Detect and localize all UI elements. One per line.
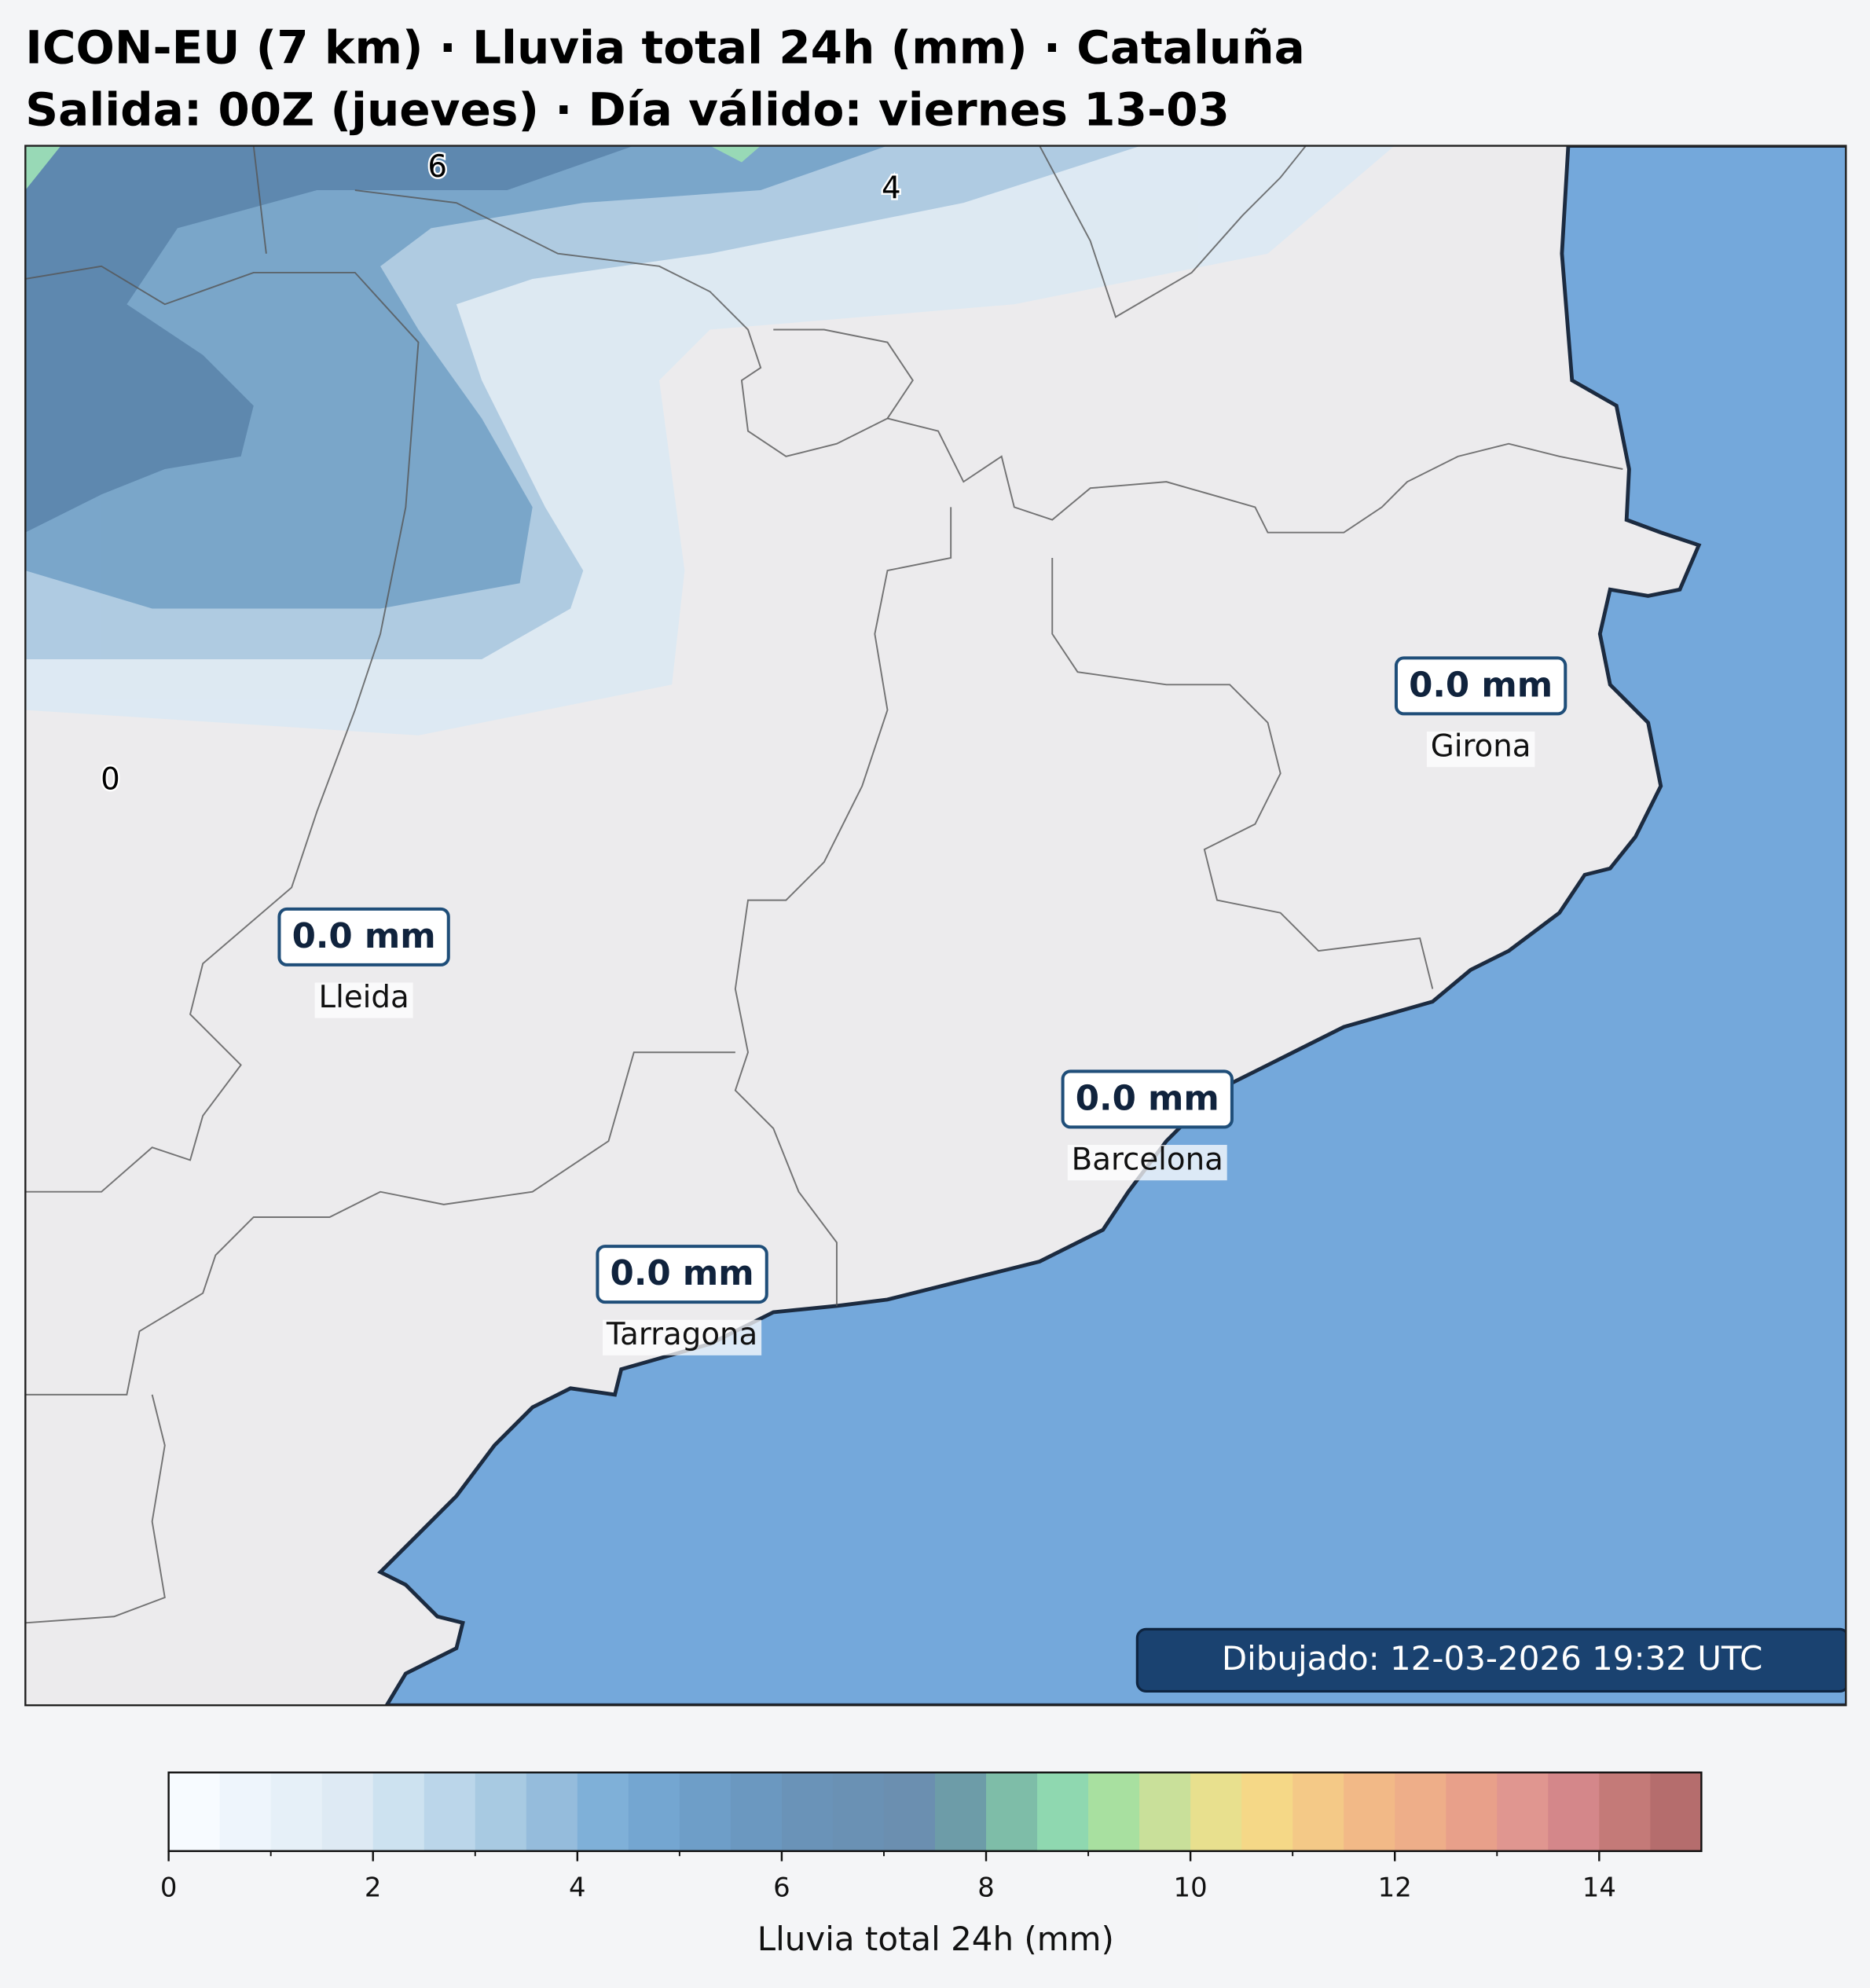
colorbar-segment (577, 1772, 629, 1851)
colorbar-tick-label: 2 (365, 1872, 382, 1903)
colorbar-segment (1037, 1772, 1089, 1851)
precip-field (25, 145, 1395, 735)
name-box (1426, 732, 1535, 768)
colorbar: 0 2 4 6 8 10 12 14 (160, 1771, 1703, 1903)
colorbar-tick-label: 0 (160, 1872, 178, 1903)
title: ICON-EU (7 km) · Lluvia total 24h (mm) ·… (25, 21, 1304, 75)
value-box (277, 907, 450, 966)
colorbar-segment (1241, 1772, 1293, 1851)
timestamp-box (1135, 1627, 1846, 1693)
sea (376, 145, 1846, 1706)
value-box (1061, 1069, 1234, 1129)
colorbar-segment (1446, 1772, 1498, 1851)
contour-label: 4 (882, 171, 901, 207)
colorbar-segment (321, 1772, 374, 1851)
map-frame (24, 145, 1847, 1707)
colorbar-tick-label: 4 (569, 1872, 586, 1903)
colorbar-segment (1190, 1772, 1242, 1851)
colorbar-segment (1599, 1772, 1652, 1851)
name-box (603, 1319, 762, 1355)
city-name: Girona (1431, 728, 1531, 764)
colorbar-segment (1548, 1772, 1600, 1851)
colorbar-segment (1344, 1772, 1396, 1851)
value-box (1394, 656, 1568, 716)
city-value: 0.0 mm (610, 1254, 754, 1293)
colorbar-tick-label: 10 (1174, 1872, 1208, 1903)
colorbar-segment (219, 1772, 272, 1851)
city-name: Barcelona (1072, 1142, 1223, 1177)
colorbar-segment (1292, 1772, 1345, 1851)
city-name: Tarragona (606, 1317, 757, 1352)
colorbar-tick-label: 14 (1582, 1872, 1616, 1903)
colorbar-frame (167, 1771, 1703, 1852)
contour-label: 0 (101, 761, 120, 797)
city-value: 0.0 mm (1409, 666, 1553, 706)
timestamp: Dibujado: 12-03-2026 19:32 UTC (1222, 1639, 1763, 1678)
colorbar-segment (883, 1772, 936, 1851)
colorbar-segment (986, 1772, 1038, 1851)
colorbar-segment (1088, 1772, 1140, 1851)
city-name: Lleida (318, 980, 409, 1015)
contour-label: 6 (427, 149, 447, 185)
name-box (1067, 1145, 1227, 1181)
colorbar-label: Lluvia total 24h (mm) (757, 1920, 1114, 1958)
borders (25, 145, 1623, 1624)
colorbar-tick-label: 6 (773, 1872, 790, 1903)
colorbar-segment (168, 1772, 221, 1851)
colorbar-segment (628, 1772, 680, 1851)
colorbar-segment (935, 1772, 987, 1851)
colorbar-segment (781, 1772, 834, 1851)
colorbar-segment (1395, 1772, 1447, 1851)
city-labels: 0.0 mm Girona 0.0 mm Lleida 0.0 mm Barcelona 0… (277, 656, 1568, 1355)
city-value: 0.0 mm (292, 917, 436, 956)
map: 6 4 0 0.0 mm Girona 0.0 mm Lleida 0.0 mm Barc… (25, 145, 1846, 1706)
name-box (314, 982, 413, 1018)
colorbar-segment (526, 1772, 578, 1851)
colorbar-segment (1650, 1772, 1703, 1851)
city-value: 0.0 mm (1076, 1080, 1219, 1119)
colorbar-segment (832, 1772, 885, 1851)
colorbar-segment (1497, 1772, 1549, 1851)
colorbar-segment (270, 1772, 323, 1851)
value-box (596, 1245, 768, 1304)
subtitle: Salida: 00Z (jueves) · Día válido: viern… (25, 83, 1230, 137)
colorbar-segment (679, 1772, 732, 1851)
colorbar-tick-label: 8 (977, 1872, 995, 1903)
colorbar-segment (475, 1772, 527, 1851)
colorbar-segment (730, 1772, 783, 1851)
colorbar-tick-label: 12 (1378, 1872, 1412, 1903)
colorbar-segment (372, 1772, 425, 1851)
colorbar-segment (424, 1772, 476, 1851)
colorbar-segment (1139, 1772, 1191, 1851)
